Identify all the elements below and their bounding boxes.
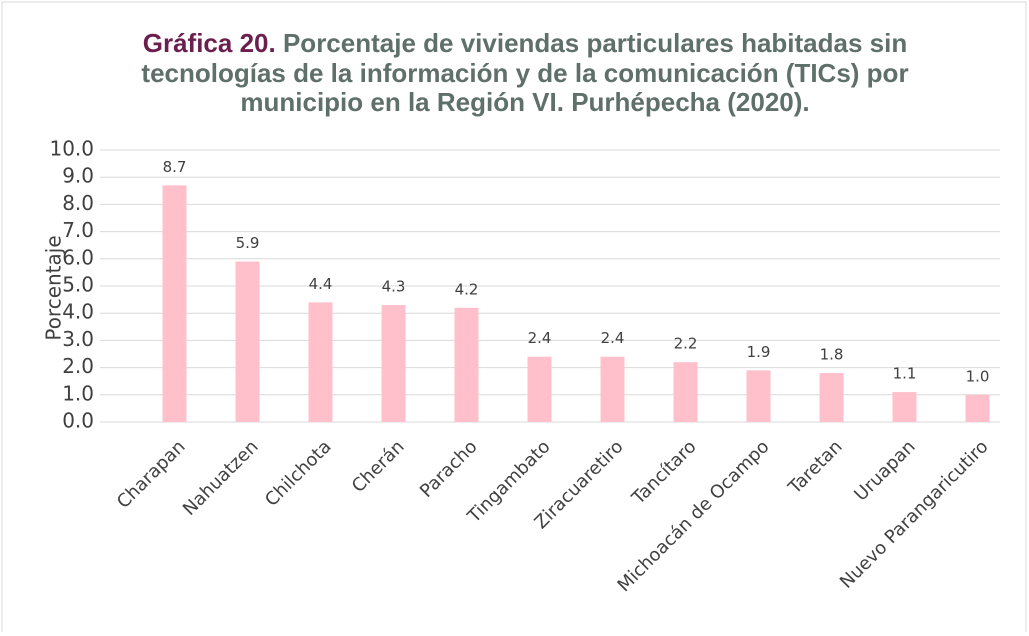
y-tick-label: 3.0 [62, 327, 94, 351]
bar [819, 373, 844, 422]
bar [454, 307, 479, 422]
data-label: 8.7 [163, 158, 187, 176]
data-label: 1.9 [747, 343, 771, 361]
bar [381, 305, 406, 422]
y-tick-label: 7.0 [62, 218, 94, 242]
bar [746, 370, 771, 422]
chart-title: tecnologías de la información y de la co… [141, 58, 908, 88]
data-label: 1.8 [820, 346, 844, 364]
bar [600, 356, 625, 422]
y-tick-label: 10.0 [49, 137, 94, 161]
bar [892, 392, 917, 422]
chart-title-prefix: Gráfica 20. [143, 28, 276, 58]
y-axis-title: Porcentaje [42, 235, 66, 340]
bar [162, 185, 187, 422]
data-label: 5.9 [236, 234, 260, 252]
bar [965, 394, 990, 422]
data-label: 2.4 [528, 329, 552, 347]
chart-title-line: Gráfica 20. Porcentaje de viviendas part… [143, 28, 907, 58]
bar [527, 356, 552, 422]
chart-title: Porcentaje de viviendas particulares hab… [283, 28, 907, 58]
data-label: 4.3 [382, 278, 406, 296]
data-label: 4.2 [455, 280, 479, 298]
y-tick-label: 6.0 [62, 245, 94, 269]
data-label: 1.0 [966, 367, 990, 385]
bar [235, 261, 260, 422]
y-tick-label: 9.0 [62, 164, 94, 188]
y-tick-label: 0.0 [62, 409, 94, 433]
data-label: 2.2 [674, 335, 698, 353]
y-tick-label: 1.0 [62, 381, 94, 405]
y-tick-label: 8.0 [62, 191, 94, 215]
y-tick-label: 4.0 [62, 300, 94, 324]
chart-title: municipio en la Región VI. Purhépecha (2… [240, 87, 809, 117]
bar [308, 302, 333, 422]
data-label: 1.1 [893, 365, 917, 383]
y-tick-label: 5.0 [62, 273, 94, 297]
y-tick-label: 2.0 [62, 354, 94, 378]
data-label: 4.4 [309, 275, 333, 293]
data-label: 2.4 [601, 329, 625, 347]
bar [673, 362, 698, 422]
